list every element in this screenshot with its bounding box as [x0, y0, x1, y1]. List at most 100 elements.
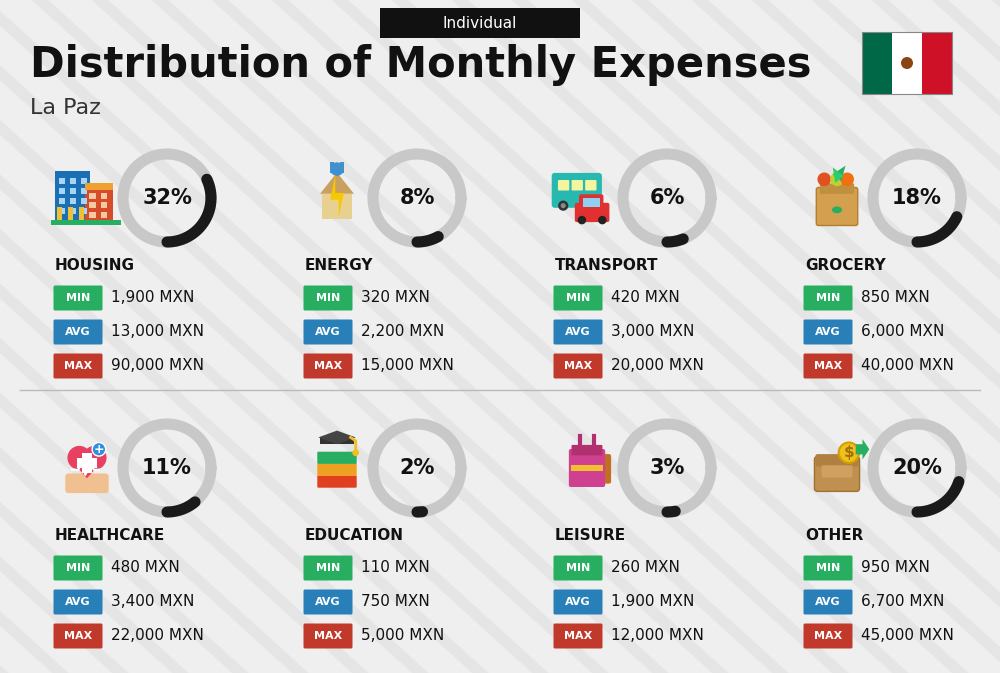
Circle shape: [578, 216, 586, 224]
Circle shape: [585, 201, 596, 211]
Text: EDUCATION: EDUCATION: [305, 528, 404, 544]
Polygon shape: [320, 172, 354, 194]
Text: MAX: MAX: [64, 361, 92, 371]
Text: AVG: AVG: [65, 327, 91, 337]
Text: 11%: 11%: [142, 458, 192, 478]
Text: 750 MXN: 750 MXN: [361, 594, 430, 610]
FancyBboxPatch shape: [862, 32, 892, 94]
Text: MIN: MIN: [316, 293, 340, 303]
Circle shape: [330, 162, 344, 176]
Polygon shape: [833, 166, 846, 181]
FancyBboxPatch shape: [892, 32, 922, 94]
FancyBboxPatch shape: [89, 193, 96, 199]
FancyBboxPatch shape: [583, 198, 600, 207]
FancyBboxPatch shape: [59, 208, 65, 214]
FancyBboxPatch shape: [59, 178, 65, 184]
Text: 20,000 MXN: 20,000 MXN: [611, 359, 704, 374]
Text: MIN: MIN: [816, 563, 840, 573]
Text: 40,000 MXN: 40,000 MXN: [861, 359, 954, 374]
Circle shape: [558, 201, 568, 211]
FancyBboxPatch shape: [804, 623, 852, 649]
FancyBboxPatch shape: [81, 198, 87, 204]
FancyBboxPatch shape: [304, 623, 352, 649]
Text: 45,000 MXN: 45,000 MXN: [861, 629, 954, 643]
Text: 850 MXN: 850 MXN: [861, 291, 930, 306]
FancyBboxPatch shape: [85, 182, 112, 190]
FancyBboxPatch shape: [70, 198, 76, 204]
FancyBboxPatch shape: [55, 171, 90, 220]
Text: $: $: [844, 446, 854, 460]
Text: MIN: MIN: [66, 293, 90, 303]
FancyBboxPatch shape: [554, 320, 602, 345]
Text: MIN: MIN: [66, 563, 90, 573]
Text: 18%: 18%: [892, 188, 942, 208]
FancyBboxPatch shape: [304, 285, 352, 310]
Text: AVG: AVG: [315, 327, 341, 337]
Text: MAX: MAX: [314, 361, 342, 371]
Text: Distribution of Monthly Expenses: Distribution of Monthly Expenses: [30, 44, 812, 86]
Circle shape: [92, 443, 106, 456]
FancyBboxPatch shape: [552, 173, 602, 208]
FancyBboxPatch shape: [317, 464, 357, 476]
Circle shape: [67, 446, 91, 470]
FancyBboxPatch shape: [815, 454, 859, 466]
Text: 3,000 MXN: 3,000 MXN: [611, 324, 694, 339]
Text: MIN: MIN: [566, 563, 590, 573]
Text: 2%: 2%: [399, 458, 435, 478]
FancyBboxPatch shape: [317, 476, 357, 488]
Text: 2,200 MXN: 2,200 MXN: [361, 324, 444, 339]
FancyBboxPatch shape: [554, 590, 602, 614]
Circle shape: [840, 172, 854, 186]
Text: 110 MXN: 110 MXN: [361, 561, 430, 575]
FancyBboxPatch shape: [65, 474, 109, 493]
FancyBboxPatch shape: [554, 623, 602, 649]
FancyBboxPatch shape: [89, 211, 96, 217]
FancyBboxPatch shape: [54, 590, 103, 614]
Circle shape: [830, 172, 844, 186]
Text: 20%: 20%: [892, 458, 942, 478]
FancyBboxPatch shape: [820, 184, 854, 194]
FancyBboxPatch shape: [558, 180, 569, 190]
FancyBboxPatch shape: [579, 194, 603, 212]
FancyBboxPatch shape: [101, 211, 107, 217]
FancyBboxPatch shape: [804, 590, 852, 614]
Text: MAX: MAX: [564, 631, 592, 641]
Circle shape: [352, 450, 359, 456]
FancyBboxPatch shape: [70, 188, 76, 194]
Text: HEALTHCARE: HEALTHCARE: [55, 528, 165, 544]
Text: AVG: AVG: [65, 597, 91, 607]
Text: 90,000 MXN: 90,000 MXN: [111, 359, 204, 374]
Ellipse shape: [832, 207, 842, 213]
Text: MIN: MIN: [566, 293, 590, 303]
Text: Individual: Individual: [443, 15, 517, 30]
Text: 12,000 MXN: 12,000 MXN: [611, 629, 704, 643]
Circle shape: [817, 172, 831, 186]
FancyBboxPatch shape: [330, 162, 334, 172]
Polygon shape: [833, 168, 844, 182]
Text: TRANSPORT: TRANSPORT: [555, 258, 658, 273]
FancyBboxPatch shape: [81, 188, 87, 194]
Text: MIN: MIN: [816, 293, 840, 303]
Text: 1,900 MXN: 1,900 MXN: [111, 291, 194, 306]
Text: LEISURE: LEISURE: [555, 528, 626, 544]
Text: 8%: 8%: [399, 188, 435, 208]
FancyBboxPatch shape: [82, 453, 92, 473]
Text: AVG: AVG: [815, 597, 841, 607]
Polygon shape: [330, 174, 344, 217]
Text: MIN: MIN: [316, 563, 340, 573]
FancyBboxPatch shape: [320, 437, 354, 444]
FancyBboxPatch shape: [101, 203, 107, 208]
FancyBboxPatch shape: [575, 203, 609, 222]
Text: MAX: MAX: [814, 631, 842, 641]
Text: AVG: AVG: [315, 597, 341, 607]
Text: +: +: [94, 443, 104, 456]
Circle shape: [83, 446, 107, 470]
Polygon shape: [318, 431, 356, 444]
Text: 13,000 MXN: 13,000 MXN: [111, 324, 204, 339]
Text: AVG: AVG: [565, 327, 591, 337]
FancyBboxPatch shape: [554, 353, 602, 378]
Text: 32%: 32%: [142, 188, 192, 208]
FancyBboxPatch shape: [304, 353, 352, 378]
FancyBboxPatch shape: [85, 182, 112, 220]
Text: 480 MXN: 480 MXN: [111, 561, 180, 575]
